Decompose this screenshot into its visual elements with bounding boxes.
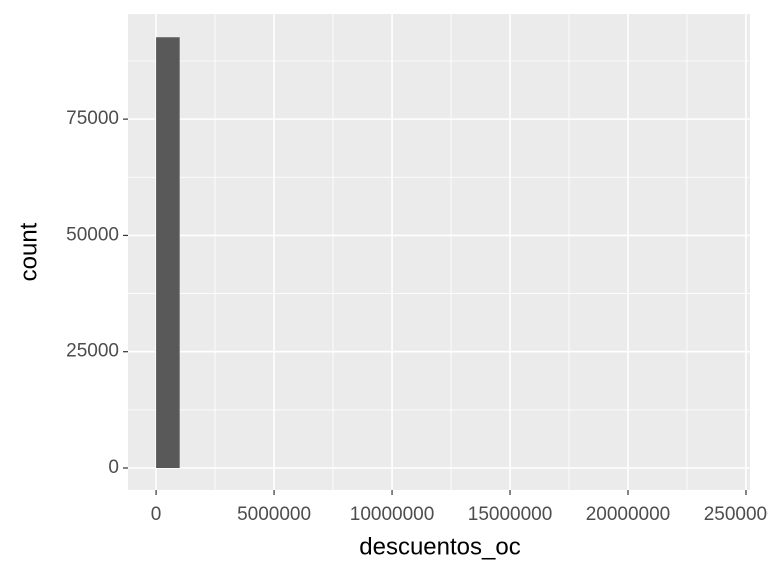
panel [128,14,750,490]
x-tick-label: 20000000 [586,504,671,525]
y-axis-title: count [15,222,42,281]
x-axis-title: descuentos_oc [359,533,520,560]
bar [156,37,180,468]
x-tick-label: 10000000 [350,504,435,525]
x-tick-label: 0 [151,504,162,525]
y-tick-label: 0 [108,457,119,478]
y-tick-label: 50000 [66,224,119,245]
x-tick-label: 25000000 [704,504,768,525]
x-tick-label: 5000000 [237,504,311,525]
y-tick-label: 25000 [66,341,119,362]
x-tick-label: 15000000 [468,504,553,525]
y-tick-label: 75000 [66,108,119,129]
